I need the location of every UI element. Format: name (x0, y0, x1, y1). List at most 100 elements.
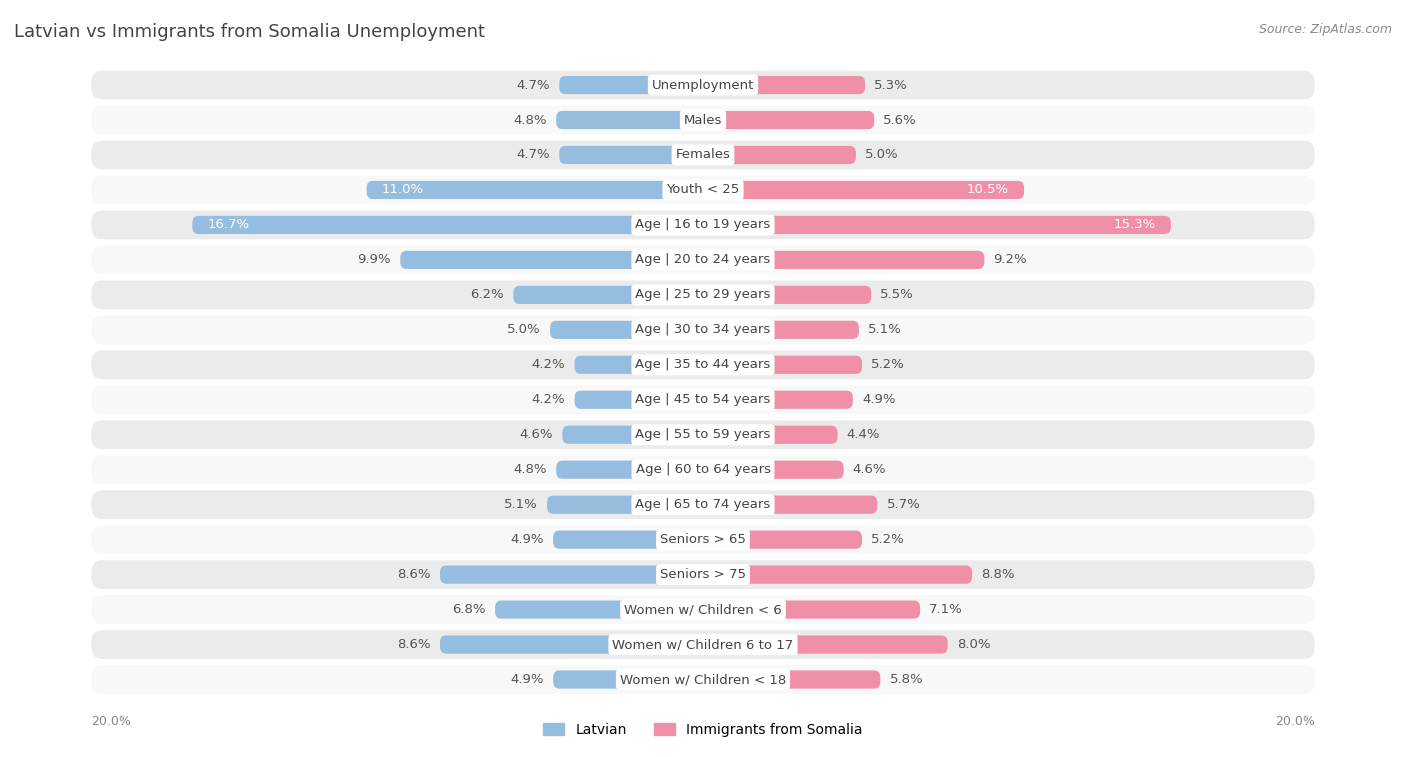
Text: 8.8%: 8.8% (981, 568, 1015, 581)
FancyBboxPatch shape (91, 70, 1315, 99)
FancyBboxPatch shape (560, 146, 703, 164)
FancyBboxPatch shape (367, 181, 703, 199)
Text: 20.0%: 20.0% (1275, 715, 1315, 728)
Text: 9.2%: 9.2% (994, 254, 1028, 266)
FancyBboxPatch shape (91, 456, 1315, 484)
FancyBboxPatch shape (440, 635, 703, 653)
FancyBboxPatch shape (562, 425, 703, 444)
Text: 4.9%: 4.9% (862, 394, 896, 407)
Text: 10.5%: 10.5% (967, 183, 1010, 197)
FancyBboxPatch shape (547, 496, 703, 514)
Text: 5.5%: 5.5% (880, 288, 914, 301)
FancyBboxPatch shape (553, 671, 703, 689)
FancyBboxPatch shape (575, 391, 703, 409)
Text: 8.6%: 8.6% (398, 638, 430, 651)
Text: Youth < 25: Youth < 25 (666, 183, 740, 197)
Text: 20.0%: 20.0% (91, 715, 131, 728)
FancyBboxPatch shape (91, 106, 1315, 134)
FancyBboxPatch shape (91, 210, 1315, 239)
Text: 5.7%: 5.7% (886, 498, 921, 511)
FancyBboxPatch shape (91, 281, 1315, 309)
FancyBboxPatch shape (703, 496, 877, 514)
Text: 15.3%: 15.3% (1114, 219, 1156, 232)
FancyBboxPatch shape (91, 385, 1315, 414)
FancyBboxPatch shape (91, 420, 1315, 449)
Text: 5.2%: 5.2% (872, 358, 905, 371)
FancyBboxPatch shape (91, 176, 1315, 204)
Text: Latvian vs Immigrants from Somalia Unemployment: Latvian vs Immigrants from Somalia Unemp… (14, 23, 485, 41)
Text: 5.3%: 5.3% (875, 79, 908, 92)
FancyBboxPatch shape (91, 350, 1315, 379)
FancyBboxPatch shape (557, 460, 703, 479)
FancyBboxPatch shape (495, 600, 703, 618)
FancyBboxPatch shape (703, 425, 838, 444)
FancyBboxPatch shape (703, 565, 972, 584)
FancyBboxPatch shape (703, 251, 984, 269)
Text: Age | 30 to 34 years: Age | 30 to 34 years (636, 323, 770, 336)
FancyBboxPatch shape (703, 391, 853, 409)
FancyBboxPatch shape (401, 251, 703, 269)
Text: Unemployment: Unemployment (652, 79, 754, 92)
Text: 4.6%: 4.6% (520, 428, 553, 441)
FancyBboxPatch shape (703, 600, 920, 618)
Text: Females: Females (675, 148, 731, 161)
FancyBboxPatch shape (91, 595, 1315, 624)
Text: 4.9%: 4.9% (510, 673, 544, 686)
Text: Source: ZipAtlas.com: Source: ZipAtlas.com (1258, 23, 1392, 36)
Text: Age | 45 to 54 years: Age | 45 to 54 years (636, 394, 770, 407)
Text: 4.7%: 4.7% (516, 148, 550, 161)
FancyBboxPatch shape (91, 560, 1315, 589)
Text: Seniors > 75: Seniors > 75 (659, 568, 747, 581)
Text: 4.4%: 4.4% (846, 428, 880, 441)
FancyBboxPatch shape (703, 635, 948, 653)
Text: 9.9%: 9.9% (357, 254, 391, 266)
Text: 4.9%: 4.9% (510, 533, 544, 546)
FancyBboxPatch shape (91, 245, 1315, 274)
FancyBboxPatch shape (703, 671, 880, 689)
FancyBboxPatch shape (513, 285, 703, 304)
FancyBboxPatch shape (703, 181, 1024, 199)
FancyBboxPatch shape (193, 216, 703, 234)
FancyBboxPatch shape (550, 321, 703, 339)
FancyBboxPatch shape (703, 146, 856, 164)
Text: 4.8%: 4.8% (513, 463, 547, 476)
Text: 5.8%: 5.8% (890, 673, 924, 686)
FancyBboxPatch shape (703, 285, 872, 304)
FancyBboxPatch shape (91, 491, 1315, 519)
FancyBboxPatch shape (557, 111, 703, 129)
Text: 4.6%: 4.6% (853, 463, 886, 476)
FancyBboxPatch shape (703, 216, 1171, 234)
Text: 4.2%: 4.2% (531, 394, 565, 407)
FancyBboxPatch shape (553, 531, 703, 549)
Text: Age | 25 to 29 years: Age | 25 to 29 years (636, 288, 770, 301)
Text: 7.1%: 7.1% (929, 603, 963, 616)
Text: Age | 20 to 24 years: Age | 20 to 24 years (636, 254, 770, 266)
FancyBboxPatch shape (703, 460, 844, 479)
FancyBboxPatch shape (91, 141, 1315, 170)
Text: 5.6%: 5.6% (883, 114, 917, 126)
Text: Age | 60 to 64 years: Age | 60 to 64 years (636, 463, 770, 476)
FancyBboxPatch shape (703, 76, 865, 94)
Text: Women w/ Children < 6: Women w/ Children < 6 (624, 603, 782, 616)
Text: 6.2%: 6.2% (471, 288, 505, 301)
Text: Males: Males (683, 114, 723, 126)
Text: 11.0%: 11.0% (382, 183, 425, 197)
Text: 6.8%: 6.8% (453, 603, 486, 616)
Text: Age | 35 to 44 years: Age | 35 to 44 years (636, 358, 770, 371)
Legend: Latvian, Immigrants from Somalia: Latvian, Immigrants from Somalia (537, 717, 869, 742)
FancyBboxPatch shape (575, 356, 703, 374)
FancyBboxPatch shape (440, 565, 703, 584)
Text: Women w/ Children < 18: Women w/ Children < 18 (620, 673, 786, 686)
FancyBboxPatch shape (703, 111, 875, 129)
Text: 5.1%: 5.1% (505, 498, 538, 511)
FancyBboxPatch shape (91, 316, 1315, 344)
FancyBboxPatch shape (703, 531, 862, 549)
Text: 5.0%: 5.0% (865, 148, 898, 161)
Text: 4.2%: 4.2% (531, 358, 565, 371)
Text: 5.2%: 5.2% (872, 533, 905, 546)
Text: 16.7%: 16.7% (208, 219, 250, 232)
Text: 5.1%: 5.1% (868, 323, 901, 336)
FancyBboxPatch shape (703, 356, 862, 374)
Text: Women w/ Children 6 to 17: Women w/ Children 6 to 17 (613, 638, 793, 651)
Text: Age | 65 to 74 years: Age | 65 to 74 years (636, 498, 770, 511)
